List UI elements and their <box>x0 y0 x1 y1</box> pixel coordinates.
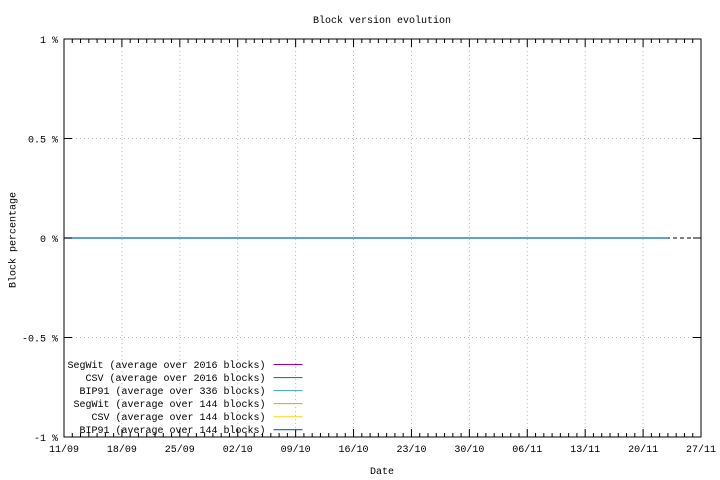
svg-text:09/10: 09/10 <box>281 444 311 456</box>
svg-text:13/11: 13/11 <box>570 444 600 456</box>
svg-text:0.5 %: 0.5 % <box>28 136 58 147</box>
svg-text:20/11: 20/11 <box>628 444 658 456</box>
svg-text:25/09: 25/09 <box>165 444 195 456</box>
svg-text:11/09: 11/09 <box>49 444 79 456</box>
svg-text:BIP91 (average over 144 blocks: BIP91 (average over 144 blocks) <box>79 425 265 437</box>
svg-text:CSV (average over 144 blocks): CSV (average over 144 blocks) <box>91 412 265 424</box>
svg-text:Block version evolution: Block version evolution <box>313 15 451 27</box>
svg-text:-0.5 %: -0.5 % <box>22 335 58 346</box>
svg-text:CSV (average over 2016 blocks): CSV (average over 2016 blocks) <box>85 373 265 385</box>
svg-text:SegWit (average over 2016 bloc: SegWit (average over 2016 blocks) <box>67 360 265 372</box>
svg-text:Date: Date <box>370 467 394 478</box>
svg-text:27/11: 27/11 <box>686 444 716 456</box>
svg-text:30/10: 30/10 <box>454 444 484 456</box>
svg-text:1 %: 1 % <box>40 36 58 47</box>
svg-text:23/10: 23/10 <box>396 444 426 456</box>
svg-text:BIP91 (average over 336 blocks: BIP91 (average over 336 blocks) <box>79 386 265 398</box>
svg-text:06/11: 06/11 <box>512 444 542 456</box>
svg-text:16/10: 16/10 <box>338 444 368 456</box>
svg-text:SegWit (average over 144 block: SegWit (average over 144 blocks) <box>73 399 265 411</box>
svg-text:02/10: 02/10 <box>223 444 253 456</box>
svg-text:0 %: 0 % <box>40 235 58 246</box>
svg-text:18/09: 18/09 <box>107 444 137 456</box>
svg-text:-1 %: -1 % <box>34 434 58 445</box>
svg-text:Block percentage: Block percentage <box>7 192 19 288</box>
